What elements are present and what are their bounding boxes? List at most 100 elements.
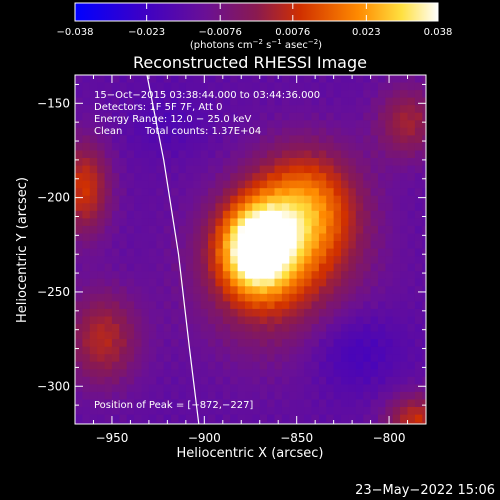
heatmap-cell [230, 241, 239, 250]
heatmap-cell [178, 346, 187, 355]
heatmap-cell [200, 263, 209, 272]
heatmap-cell [259, 331, 268, 340]
heatmap-cell [259, 158, 268, 167]
heatmap-cell [296, 324, 305, 333]
heatmap-cell [193, 391, 202, 400]
heatmap-cell [348, 369, 357, 378]
heatmap-cell [341, 105, 349, 114]
heatmap-cell [318, 120, 327, 129]
heatmap-cell [392, 354, 401, 363]
heatmap-cell [407, 316, 416, 325]
heatmap-cell [281, 97, 290, 106]
heatmap-cell [414, 248, 423, 257]
heatmap-cell [89, 308, 98, 317]
heatmap-cell [171, 308, 180, 317]
heatmap-cell [185, 308, 194, 317]
heatmap-cell [296, 384, 305, 393]
heatmap-cell [237, 165, 246, 174]
heatmap-cell [341, 225, 349, 234]
heatmap-cell [163, 263, 172, 272]
colorbar-unit-text: asec [282, 40, 308, 51]
heatmap-cell [148, 142, 157, 151]
colorbar-unit-exponent: −2 [308, 38, 318, 46]
heatmap-cell [267, 384, 276, 393]
heatmap-cell [156, 263, 165, 272]
heatmap-cell [163, 399, 172, 408]
heatmap-cell [385, 241, 394, 250]
heatmap-cell [141, 361, 150, 370]
heatmap-cell [281, 346, 290, 355]
heatmap-cell [111, 256, 120, 265]
heatmap-cell [245, 158, 253, 167]
heatmap-cell [355, 286, 364, 295]
heatmap-cell [326, 256, 335, 265]
heatmap-cell [141, 218, 150, 227]
heatmap-cell [400, 346, 409, 355]
heatmap-cell [163, 369, 172, 378]
heatmap-cell [230, 414, 239, 423]
heatmap-cell [75, 127, 83, 136]
heatmap-cell [89, 158, 98, 167]
heatmap-cell [163, 225, 172, 234]
heatmap-cell [281, 271, 290, 280]
heatmap-cell [363, 105, 372, 114]
heatmap-cell [274, 241, 283, 250]
heatmap-cell [97, 316, 106, 325]
heatmap-cell [296, 414, 305, 423]
heatmap-cell [208, 339, 216, 348]
heatmap-cell [148, 286, 157, 295]
heatmap-cell [171, 339, 180, 348]
heatmap-cell [400, 112, 409, 121]
heatmap-cell [245, 407, 253, 416]
heatmap-cell [289, 271, 298, 280]
heatmap-cell [104, 407, 113, 416]
heatmap-cell [185, 422, 194, 424]
heatmap-cell [163, 195, 172, 204]
heatmap-cell [200, 369, 209, 378]
heatmap-cell [97, 293, 106, 302]
heatmap-cell [75, 354, 83, 363]
heatmap-cell [281, 399, 290, 408]
heatmap-cell [171, 248, 180, 257]
heatmap-cell [370, 173, 379, 182]
heatmap-cell [141, 384, 150, 393]
heatmap-cell [230, 82, 239, 91]
heatmap-cell [200, 97, 209, 106]
heatmap-cell [348, 346, 357, 355]
heatmap-cell [126, 180, 135, 189]
heatmap-cell [296, 248, 305, 257]
heatmap-cell [119, 90, 128, 99]
heatmap-cell [208, 376, 216, 385]
heatmap-cell [274, 293, 283, 302]
heatmap-cell [385, 293, 394, 302]
heatmap-cell [355, 414, 364, 423]
heatmap-cell [111, 188, 120, 197]
heatmap-cell [392, 339, 401, 348]
heatmap-cell [245, 233, 253, 242]
heatmap-cell [75, 369, 83, 378]
heatmap-cell [82, 188, 91, 197]
heatmap-cell [237, 75, 246, 84]
heatmap-cell [274, 414, 283, 423]
heatmap-cell [148, 105, 157, 114]
x-tick-label: −800 [373, 431, 406, 445]
heatmap-cell [82, 150, 91, 159]
heatmap-cell [156, 233, 165, 242]
heatmap-cell [363, 339, 372, 348]
heatmap-cell [185, 316, 194, 325]
heatmap-cell [296, 188, 305, 197]
heatmap-cell [237, 135, 246, 144]
heatmap-cell [156, 346, 165, 355]
heatmap-cell [208, 97, 216, 106]
heatmap-cell [259, 97, 268, 106]
heatmap-cell [97, 90, 106, 99]
heatmap-cell [392, 361, 401, 370]
heatmap-cell [245, 210, 253, 219]
footer-date: 23−May−2022 15:06 [355, 483, 495, 498]
heatmap-cell [75, 135, 83, 144]
heatmap-cell [178, 271, 187, 280]
heatmap-cell [230, 361, 239, 370]
colorbar-unit-exponent: −1 [271, 38, 281, 46]
heatmap-cell [267, 248, 276, 257]
heatmap-cell [414, 316, 423, 325]
